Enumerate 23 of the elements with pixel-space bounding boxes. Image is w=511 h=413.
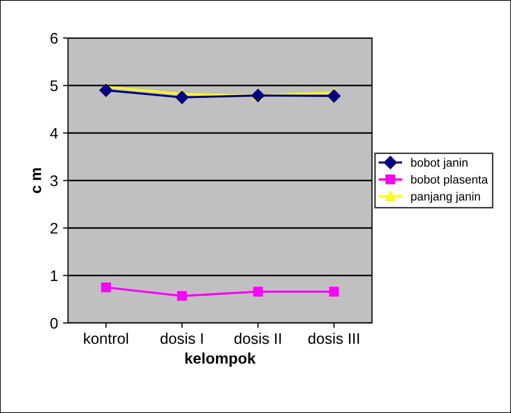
point xyxy=(101,282,111,292)
x-tick-label: dosis II xyxy=(234,332,281,344)
y-tick-label: 6 xyxy=(50,32,58,44)
point xyxy=(175,90,189,104)
point xyxy=(253,286,263,297)
y-axis-title: c m xyxy=(32,168,42,194)
legend-label: bobot janin xyxy=(411,158,468,170)
x-tick-label: dosis III xyxy=(308,332,359,344)
y-tick-label: 2 xyxy=(50,222,58,234)
y-tick-label: 0 xyxy=(50,318,58,329)
x-tick-label: kontrol xyxy=(84,332,128,344)
x-tick-label: dosis I xyxy=(160,332,203,344)
y-tick-label: 1 xyxy=(50,270,58,282)
legend-label: panjang janin xyxy=(411,192,480,203)
point xyxy=(329,286,339,297)
y-tick-label: 3 xyxy=(50,175,58,186)
y-tick-label: 4 xyxy=(50,128,58,139)
point xyxy=(327,89,341,103)
legend-label: bobot plasenta xyxy=(411,175,488,186)
point xyxy=(177,291,187,301)
point xyxy=(99,84,113,97)
x-axis-title: kelompok xyxy=(185,352,256,367)
y-tick-label: 5 xyxy=(50,80,58,92)
